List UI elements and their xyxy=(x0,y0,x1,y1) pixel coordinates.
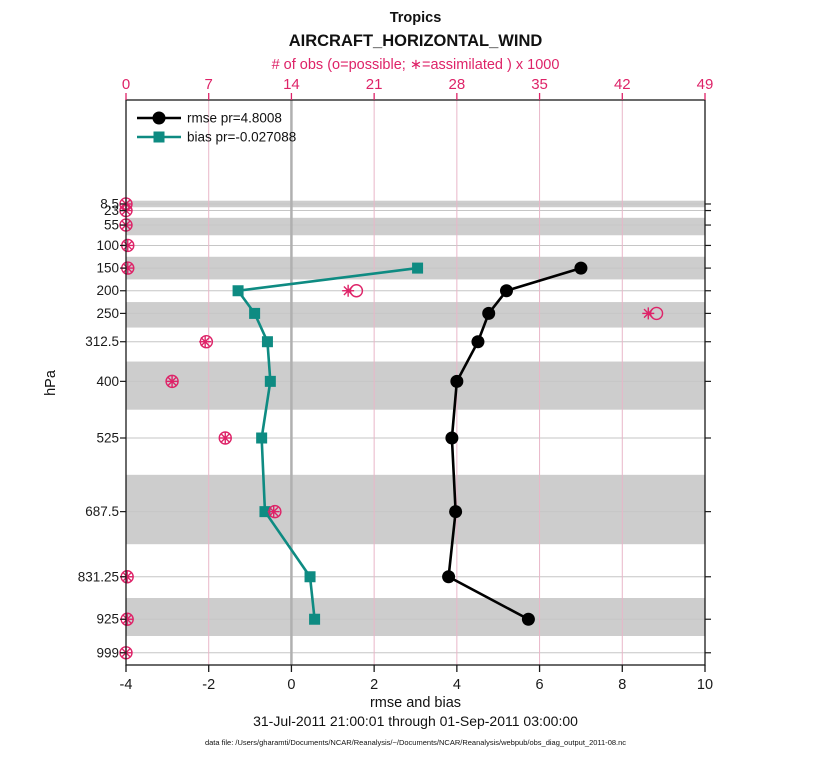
pressure-band xyxy=(126,217,705,236)
datafile-label: data file: /Users/gharamti/Documents/NCA… xyxy=(205,738,626,747)
rmse-point xyxy=(445,431,459,445)
top-tick-label: 0 xyxy=(122,76,130,93)
bottom-tick-label: -4 xyxy=(120,677,133,693)
asterisk-arm xyxy=(643,308,654,319)
pressure-tick-label: 999 xyxy=(96,645,119,660)
y-axis-label: hPa xyxy=(43,369,59,396)
rmse-point xyxy=(482,306,496,320)
pressure-tick-label: 831.25 xyxy=(78,569,119,584)
pressure-tick-label: 687.5 xyxy=(85,504,119,519)
obs-axis-label: # of obs (o=possible; ∗=assimilated ) x … xyxy=(272,57,560,73)
obs-assimilated-marker xyxy=(166,375,179,388)
bottom-tick-label: 0 xyxy=(287,677,295,693)
asterisk-arm xyxy=(123,263,133,273)
axes-layer: -4 -2 0 2 4 6 8 100 7 14 21 28 35 42 498.5235510015020… xyxy=(78,76,714,693)
asterisk-arm xyxy=(200,336,210,347)
rmse-point xyxy=(450,374,464,388)
asterisk-arm xyxy=(343,286,353,296)
chart-legend: rmse pr=4.8008 bias pr=-0.027088 xyxy=(137,111,296,145)
bias-point xyxy=(264,375,276,387)
asterisk-arm xyxy=(220,433,230,443)
pressure-tick-label: 200 xyxy=(96,283,119,298)
obs-assimilated-marker xyxy=(121,239,134,252)
asterisk-arm xyxy=(122,614,132,624)
rmse-point xyxy=(449,505,463,519)
pressure-band xyxy=(126,361,705,410)
pressure-tick-label: 525 xyxy=(96,431,119,446)
pressure-tick-label: 250 xyxy=(96,306,119,321)
rmse-point xyxy=(471,335,485,349)
top-tick-label: 7 xyxy=(205,76,213,93)
obs-assimilated-marker xyxy=(121,613,134,626)
top-tick-label: 28 xyxy=(449,76,466,93)
rmse-point xyxy=(521,612,535,626)
asterisk-arm xyxy=(167,376,177,387)
chart-title-region: Tropics xyxy=(390,10,442,26)
bottom-tick-label: 8 xyxy=(618,677,626,693)
bottom-tick-label: -2 xyxy=(202,677,215,693)
asterisk-arm xyxy=(122,572,132,582)
plot-box xyxy=(125,99,706,666)
obs-assimilated-marker xyxy=(267,505,280,518)
legend-rmse-marker xyxy=(152,111,166,125)
rmse-point xyxy=(499,284,513,298)
pressure-band xyxy=(126,597,705,637)
bias-point xyxy=(309,613,321,625)
obs-assimilated-marker xyxy=(121,262,134,275)
bias-point xyxy=(259,506,271,518)
legend-rmse-label: rmse pr=4.8008 xyxy=(187,111,282,126)
chart-title-variable: AIRCRAFT_HORIZONTAL_WIND xyxy=(289,32,543,50)
pressure-tick-label: 100 xyxy=(96,238,119,253)
bias-point xyxy=(232,285,244,297)
bias-point xyxy=(304,571,316,583)
asterisk-arm xyxy=(268,506,279,517)
pressure-tick-label: 55 xyxy=(104,218,119,233)
asterisk-arm xyxy=(123,240,133,251)
rmse-point xyxy=(574,261,588,275)
pressure-tick-label: 23 xyxy=(104,203,119,218)
obs-markers-layer xyxy=(119,197,664,660)
top-tick-label: 35 xyxy=(531,76,548,93)
pressure-tick-label: 8.5 xyxy=(100,196,119,211)
pressure-bands-layer xyxy=(126,200,705,637)
obs-assimilated-marker xyxy=(342,284,355,297)
series-layer xyxy=(232,261,588,626)
bottom-tick-label: 2 xyxy=(370,677,378,693)
pressure-tick-label: 925 xyxy=(96,612,119,627)
rmse-point xyxy=(442,570,456,584)
x-axis-label: rmse and bias xyxy=(370,695,461,711)
pressure-band xyxy=(126,302,705,328)
pressure-band xyxy=(126,474,705,545)
top-tick-label: 42 xyxy=(614,76,631,93)
bias-point xyxy=(249,307,261,319)
pressure-tick-label: 312.5 xyxy=(85,334,119,349)
bias-point xyxy=(256,432,268,444)
pressure-tick-label: 400 xyxy=(96,374,119,389)
bottom-tick-label: 6 xyxy=(536,677,544,693)
obs-assimilated-marker xyxy=(199,335,212,348)
bottom-tick-label: 4 xyxy=(453,677,461,693)
legend-bias-label: bias pr=-0.027088 xyxy=(187,130,296,145)
pressure-tick-label: 150 xyxy=(96,261,119,276)
obs-assimilated-marker xyxy=(642,307,655,320)
timespan-label: 31-Jul-2011 21:00:01 through 01-Sep-2011… xyxy=(253,713,578,729)
bias-point xyxy=(412,262,424,274)
top-tick-label: 49 xyxy=(697,76,714,93)
bottom-tick-label: 10 xyxy=(697,677,713,693)
top-tick-label: 14 xyxy=(283,76,300,93)
obs-assimilated-marker xyxy=(219,432,232,445)
top-tick-label: 21 xyxy=(366,76,383,93)
obs-assimilated-marker xyxy=(121,570,134,583)
legend-bias-marker xyxy=(153,131,165,143)
bias-point xyxy=(261,336,273,348)
gridlines-layer xyxy=(126,100,705,665)
